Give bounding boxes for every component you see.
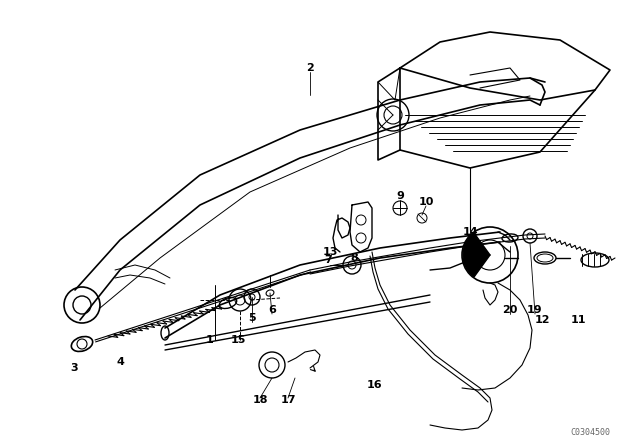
Text: 10: 10: [419, 197, 434, 207]
Text: 14: 14: [462, 227, 478, 237]
Text: 7: 7: [324, 255, 332, 265]
Text: 2: 2: [306, 63, 314, 73]
Polygon shape: [463, 233, 490, 277]
Text: 6: 6: [268, 305, 276, 315]
Text: 5: 5: [248, 313, 256, 323]
Text: 3: 3: [70, 363, 78, 373]
Text: 16: 16: [367, 380, 383, 390]
Text: 1: 1: [206, 335, 214, 345]
Text: 12: 12: [534, 315, 550, 325]
Text: 9: 9: [396, 191, 404, 201]
Text: 15: 15: [230, 335, 246, 345]
Text: C0304500: C0304500: [570, 427, 610, 436]
Text: 17: 17: [280, 395, 296, 405]
Text: 13: 13: [323, 247, 338, 257]
Text: 4: 4: [116, 357, 124, 367]
Text: 20: 20: [502, 305, 518, 315]
Text: 11: 11: [570, 315, 586, 325]
Text: 19: 19: [527, 305, 543, 315]
Text: 18: 18: [252, 395, 268, 405]
Text: 8: 8: [350, 253, 358, 263]
